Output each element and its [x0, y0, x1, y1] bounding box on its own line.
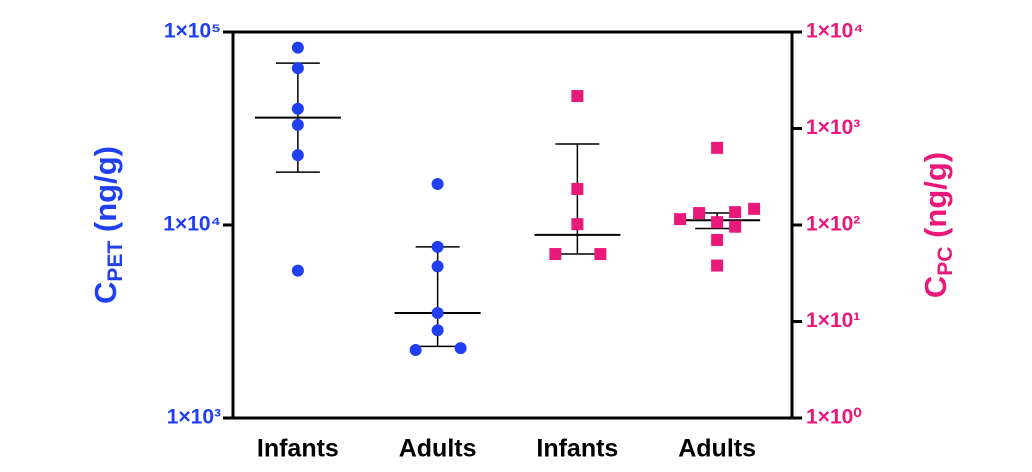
x-tick-label: Adults [399, 435, 477, 463]
point [594, 248, 607, 261]
y2-tick-label: 1×10⁴ [806, 20, 864, 43]
y-tick-label: 1×10⁵ [164, 20, 221, 43]
point [431, 306, 444, 319]
y2-tick-label: 1×10² [806, 213, 860, 236]
point [711, 141, 724, 154]
point [291, 62, 304, 75]
point [291, 264, 304, 277]
point [571, 90, 584, 103]
y2-tick-label: 1×10³ [806, 116, 860, 139]
point [711, 216, 724, 229]
point [674, 213, 687, 226]
y2-tick-label: 1×10¹ [806, 309, 860, 332]
point [291, 102, 304, 115]
y2-axis-label-part: (ng/g) [918, 152, 953, 247]
point [729, 206, 742, 219]
point [711, 233, 724, 246]
y2-axis-label-part: PC [934, 247, 957, 276]
y-tick-label: 1×10⁴ [163, 213, 221, 236]
y-axis-label: CPET (ng/g) [88, 146, 126, 304]
point [571, 218, 584, 231]
y2-axis-label-part: C [918, 276, 953, 298]
y-axis-label-part: C [88, 282, 123, 304]
y2-tick-label: 1×10⁰ [806, 406, 862, 429]
point [571, 183, 584, 196]
point [711, 259, 724, 272]
point [291, 118, 304, 131]
y2-axis-label: CPC (ng/g) [918, 152, 956, 298]
point [693, 207, 706, 220]
point [409, 344, 422, 357]
point [729, 220, 742, 233]
y-axis-label-part: PET [104, 241, 127, 282]
x-tick-label: Infants [536, 435, 618, 463]
point [291, 41, 304, 54]
point [549, 248, 562, 261]
point [431, 260, 444, 273]
y-axis-label-part: (ng/g) [88, 146, 123, 241]
point [431, 178, 444, 191]
x-tick-label: Infants [257, 435, 339, 463]
point [291, 149, 304, 162]
point [431, 240, 444, 253]
point [454, 342, 467, 355]
point [431, 324, 444, 337]
y-tick-label: 1×10³ [167, 406, 221, 429]
point [748, 202, 761, 215]
x-tick-label: Adults [678, 435, 756, 463]
